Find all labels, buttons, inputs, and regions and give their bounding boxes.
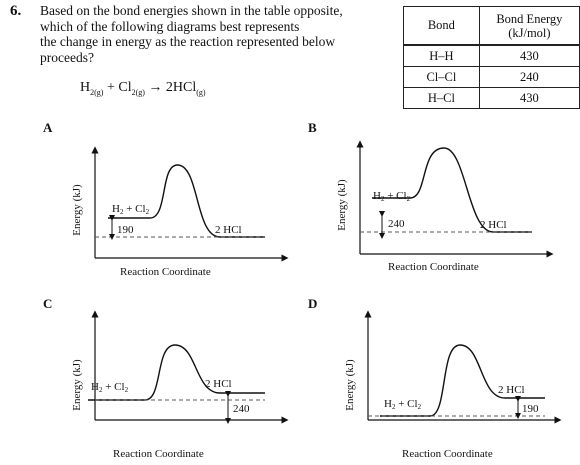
table-header-energy: Bond Energy (kJ/mol) <box>478 6 580 46</box>
panel-label-b: B <box>308 120 317 135</box>
reactant-label: H2 + Cl2 <box>384 398 422 411</box>
eq-reactant-1: H <box>80 80 91 95</box>
question-text: Based on the bond energies shown in the … <box>40 3 380 65</box>
energy-gap-value: 190 <box>522 403 539 415</box>
product-label: 2 HCl <box>205 378 232 390</box>
y-axis-label: Energy (kJ) <box>71 359 83 411</box>
reactant-label: H2 + Cl2 <box>373 190 411 203</box>
x-axis-label: Reaction Coordinate <box>388 261 479 273</box>
x-axis-label: Reaction Coordinate <box>120 266 211 278</box>
product-label: 2 HCl <box>498 384 525 396</box>
question-line: Based on the bond energies shown in the … <box>40 3 343 18</box>
eq-plus: + <box>106 80 115 95</box>
bond-energy-table: Bond Bond Energy (kJ/mol) H–H 430 Cl–Cl 2… <box>403 6 580 109</box>
panel-label-a: A <box>43 120 53 135</box>
question-line: the change in energy as the reaction rep… <box>40 34 336 49</box>
eq-arrow: → <box>148 80 163 95</box>
energy-cell: 430 <box>478 87 580 109</box>
reaction-equation: H2(g) + Cl2(g) → 2HCl(g) <box>80 80 206 97</box>
energy-gap-value: 240 <box>233 403 250 415</box>
energy-curve <box>372 147 532 233</box>
table-row: Cl–Cl 240 <box>403 66 580 88</box>
energy-gap-value: 240 <box>388 218 405 230</box>
panel-label-c: C <box>43 296 53 311</box>
question-line: which of the following diagrams best rep… <box>40 18 300 34</box>
y-axis-label: Energy (kJ) <box>71 184 83 236</box>
reactant-label: H2 + Cl2 <box>112 203 150 216</box>
x-axis-label: Reaction Coordinate <box>113 448 204 460</box>
y-axis-label: Energy (kJ) <box>336 179 348 231</box>
eq-sub: 2(g) <box>90 87 104 97</box>
reactant-label: H2 + Cl2 <box>91 381 129 394</box>
question-number: 6. <box>10 3 22 19</box>
product-label: 2 HCl <box>215 224 242 236</box>
energy-curve <box>88 344 265 401</box>
bond-cell: H–Cl <box>403 87 480 109</box>
energy-gap-value: 190 <box>117 224 134 236</box>
x-axis-label: Reaction Coordinate <box>402 448 493 460</box>
eq-sub: (g) <box>196 87 206 97</box>
eq-product: 2HCl <box>165 80 197 95</box>
table-row: H–Cl 430 <box>403 87 580 109</box>
energy-curve <box>108 164 265 238</box>
question-line: proceeds? <box>40 49 94 65</box>
eq-reactant-2: Cl <box>118 80 132 95</box>
panel-label-d: D <box>308 296 318 311</box>
y-axis-label: Energy (kJ) <box>344 359 356 411</box>
energy-curve <box>380 344 545 417</box>
product-label: 2 HCl <box>480 219 507 231</box>
eq-sub: 2(g) <box>131 87 145 97</box>
